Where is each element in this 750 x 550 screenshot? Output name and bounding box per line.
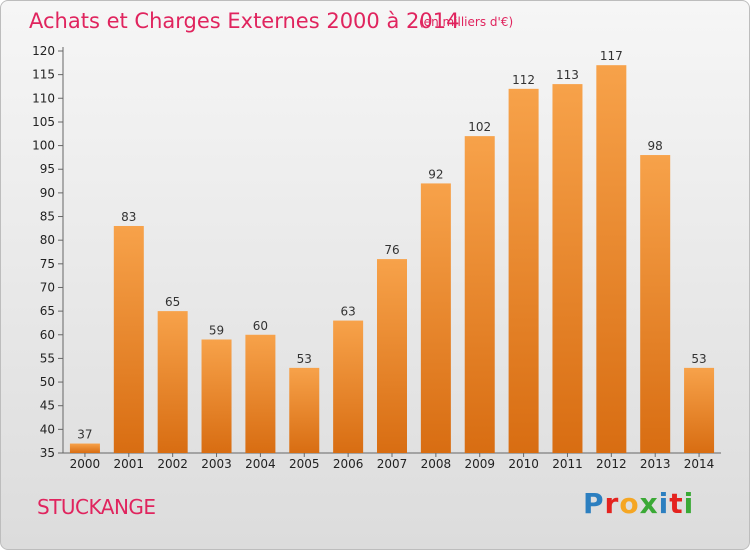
logo-letter: P [583, 487, 605, 520]
bar [245, 334, 276, 453]
logo-letter: i [683, 487, 695, 520]
data-label: 92 [428, 167, 443, 181]
bar [333, 320, 364, 453]
y-tick-label: 105 [32, 115, 55, 129]
bar [552, 84, 583, 453]
x-tick-label: 2012 [596, 457, 627, 471]
x-tick-label: 2004 [245, 457, 276, 471]
bar [113, 225, 144, 453]
logo-letter: o [619, 487, 640, 520]
y-tick-label: 100 [32, 139, 55, 153]
y-tick-label: 80 [40, 233, 55, 247]
y-tick-label: 40 [40, 422, 55, 436]
y-tick-label: 35 [40, 446, 55, 460]
data-label: 53 [691, 352, 706, 366]
bar [157, 311, 188, 453]
y-tick-label: 110 [32, 91, 55, 105]
bar [596, 65, 627, 453]
x-tick-label: 2014 [684, 457, 715, 471]
y-tick-label: 70 [40, 280, 55, 294]
x-tick-label: 2011 [552, 457, 583, 471]
data-label: 117 [600, 49, 623, 63]
x-tick-label: 2007 [377, 457, 408, 471]
bar [69, 443, 100, 453]
data-label: 76 [384, 243, 399, 257]
x-tick-label: 2009 [464, 457, 495, 471]
data-label: 102 [468, 120, 491, 134]
proxiti-logo: Proxiti [583, 487, 694, 520]
bar [201, 339, 232, 453]
data-label: 83 [121, 210, 136, 224]
chart-title: Achats et Charges Externes 2000 à 2014 [29, 9, 460, 33]
y-tick-label: 45 [40, 399, 55, 413]
data-label: 53 [297, 352, 312, 366]
x-tick-label: 2006 [333, 457, 364, 471]
bar [464, 136, 495, 454]
x-tick-label: 2013 [640, 457, 671, 471]
y-tick-label: 50 [40, 375, 55, 389]
data-label: 113 [556, 68, 579, 82]
data-label: 60 [253, 319, 268, 333]
x-tick-label: 2005 [289, 457, 320, 471]
y-tick-label: 85 [40, 210, 55, 224]
data-label: 59 [209, 323, 224, 337]
x-tick-label: 2000 [70, 457, 101, 471]
x-tick-label: 2010 [508, 457, 539, 471]
bar [289, 367, 320, 453]
town-name: STUCKANGE [37, 495, 156, 519]
x-tick-label: 2002 [157, 457, 188, 471]
data-label: 37 [77, 428, 92, 442]
y-tick-label: 120 [32, 44, 55, 58]
x-tick-label: 2008 [421, 457, 452, 471]
logo-letter: x [639, 487, 659, 520]
data-label: 65 [165, 295, 180, 309]
data-label: 98 [648, 139, 663, 153]
data-label: 112 [512, 73, 535, 87]
logo-letter: r [604, 487, 620, 520]
y-tick-label: 115 [32, 68, 55, 82]
y-tick-label: 65 [40, 304, 55, 318]
y-tick-label: 75 [40, 257, 55, 271]
bar [377, 259, 407, 453]
bar [420, 183, 451, 453]
logo-letter: t [669, 487, 684, 520]
data-label: 63 [340, 305, 355, 319]
y-tick-label: 95 [40, 162, 55, 176]
bar [640, 155, 671, 453]
y-tick-label: 90 [40, 186, 55, 200]
bar [508, 88, 539, 453]
logo-letter: i [658, 487, 670, 520]
y-tick-label: 55 [40, 351, 55, 365]
bar [684, 367, 715, 453]
x-tick-label: 2001 [114, 457, 145, 471]
x-tick-label: 2003 [201, 457, 232, 471]
chart-subtitle: (en milliers d'€) [419, 15, 514, 29]
y-tick-label: 60 [40, 328, 55, 342]
